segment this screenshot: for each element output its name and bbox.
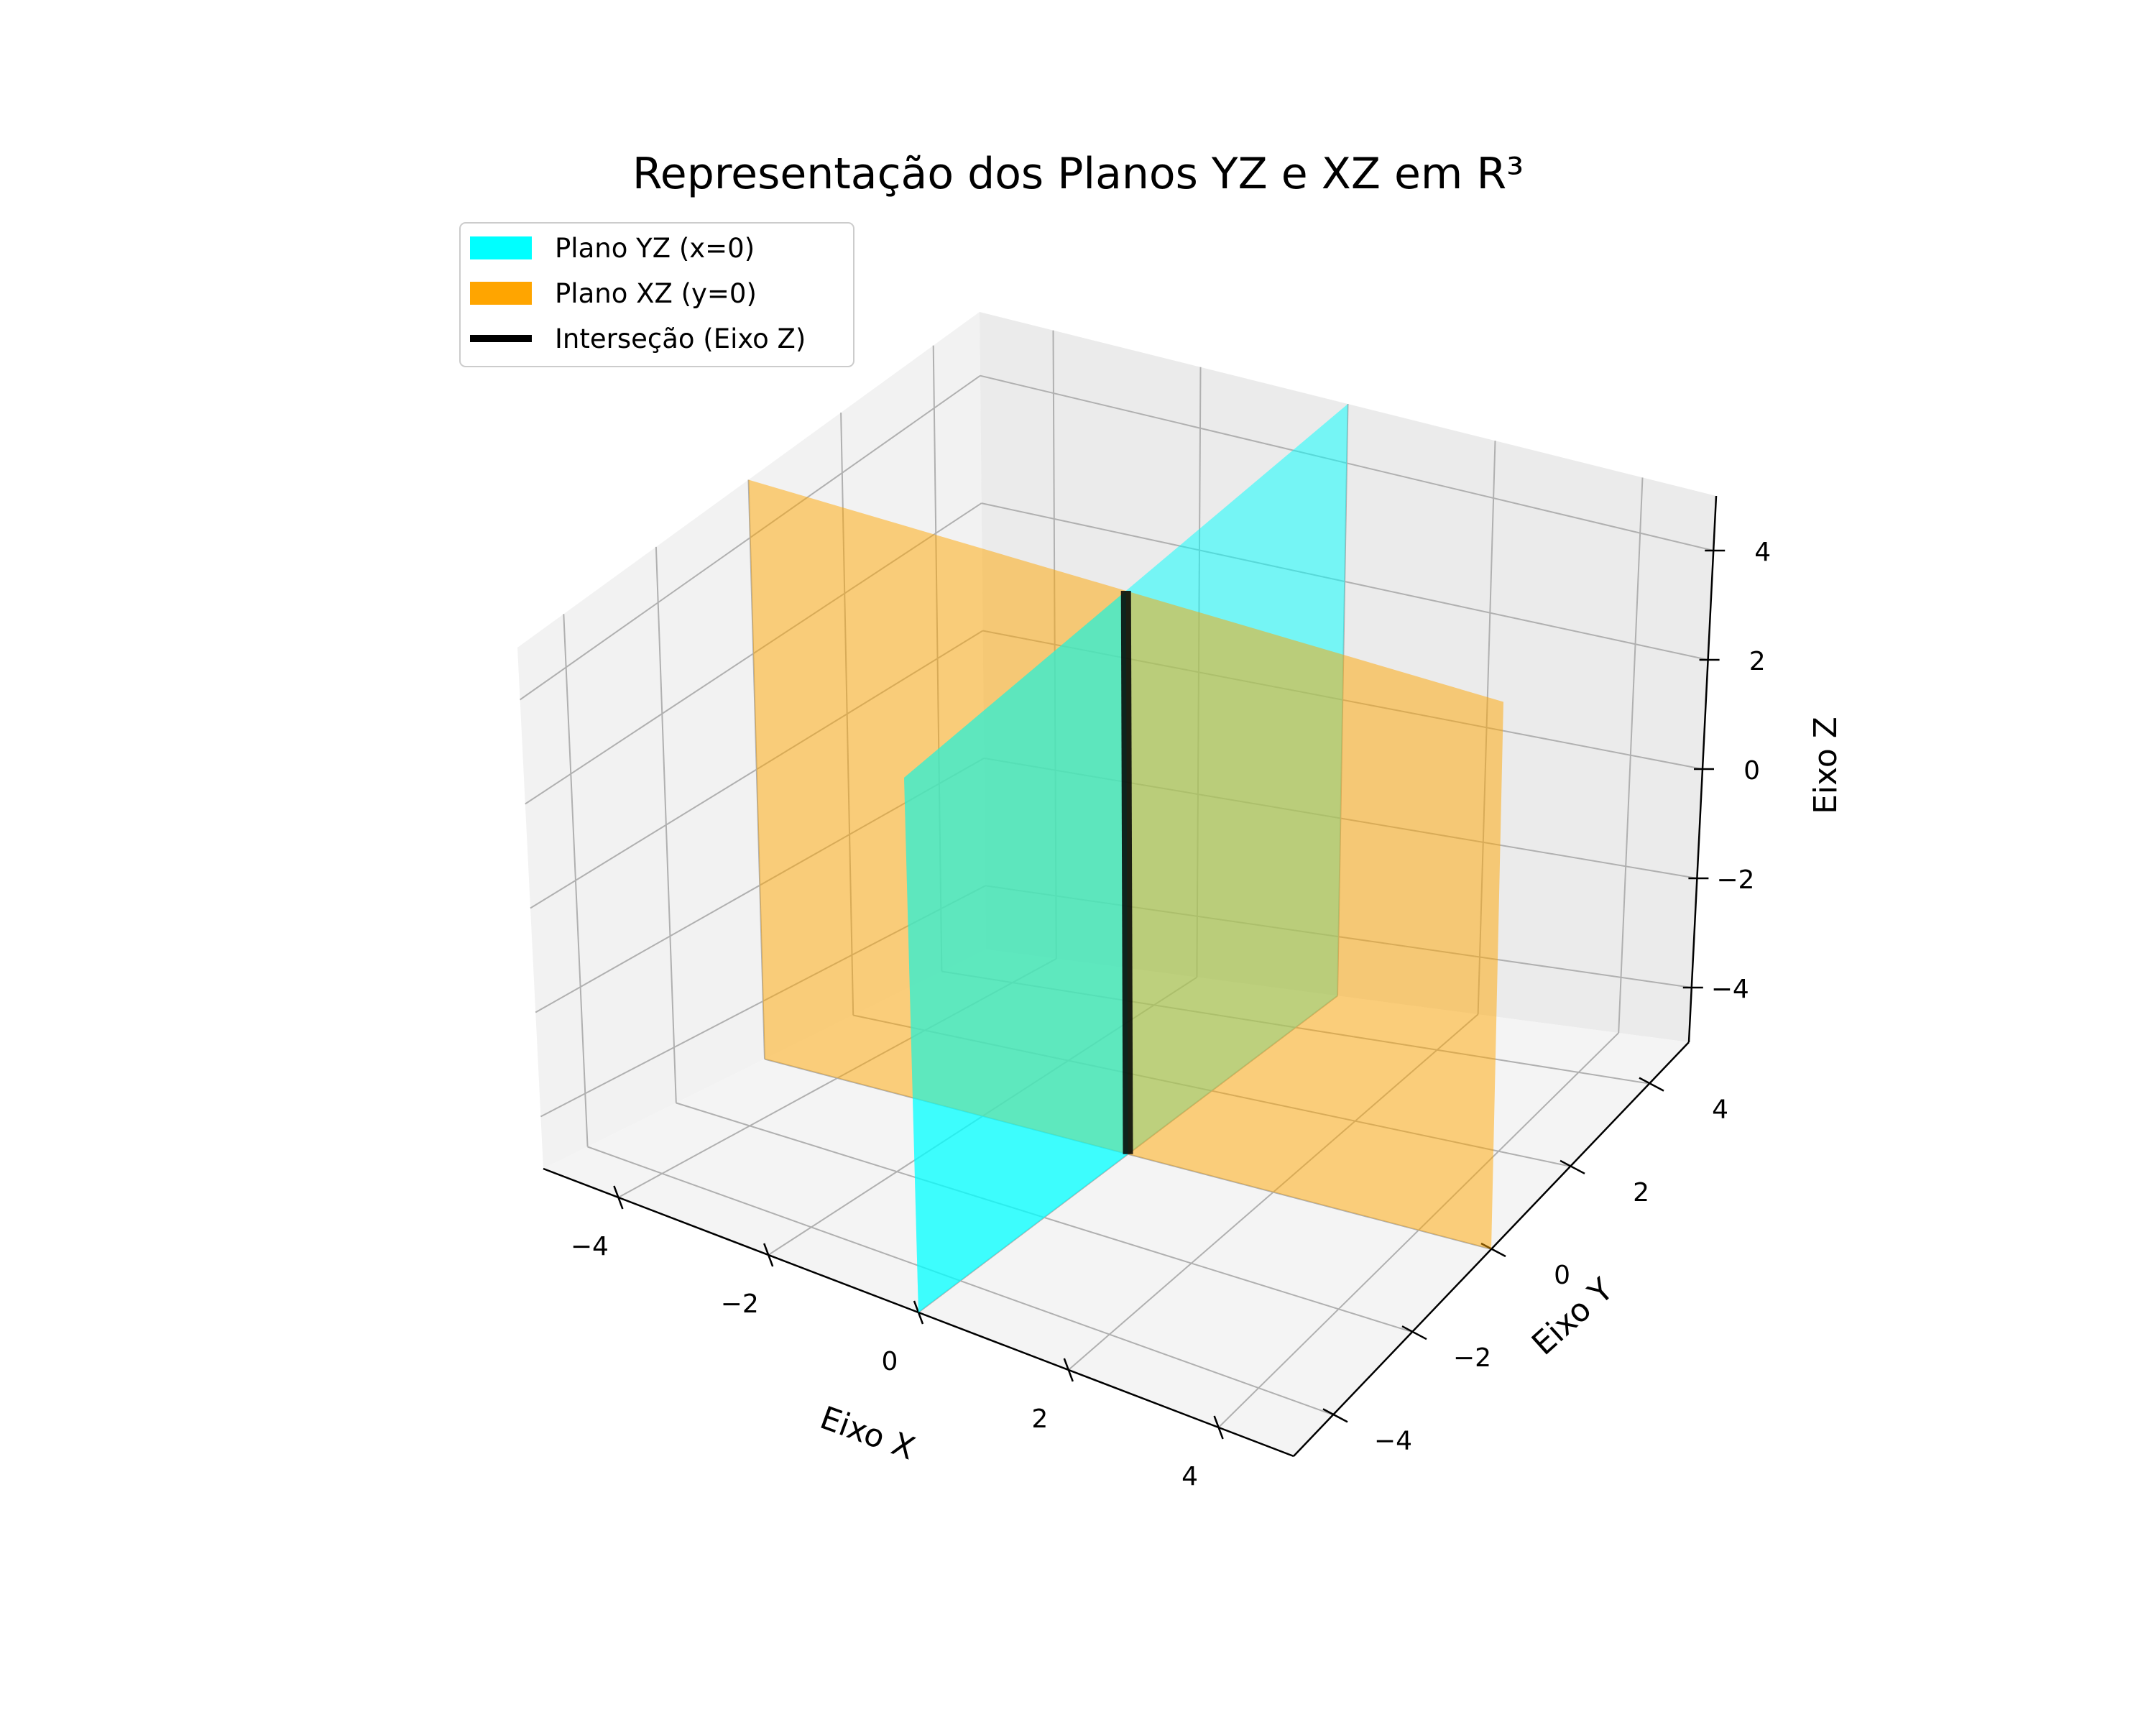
tick-mark bbox=[1401, 1325, 1427, 1340]
intersection-line bbox=[1120, 590, 1133, 1154]
chart-title: Representação dos Planos YZ e XZ em R³ bbox=[632, 149, 1524, 199]
x-tick-label: 4 bbox=[1181, 1462, 1198, 1491]
tick-mark bbox=[1063, 1358, 1074, 1382]
tick-mark bbox=[763, 1243, 774, 1267]
x-tick-label: 2 bbox=[1031, 1404, 1048, 1434]
z-tick-label: −4 bbox=[1711, 975, 1749, 1004]
legend-label: Interseção (Eixo Z) bbox=[555, 323, 806, 354]
legend-label: Plano YZ (x=0) bbox=[555, 233, 755, 264]
z-tick-label: 0 bbox=[1743, 756, 1760, 786]
data-layer bbox=[748, 404, 1503, 1312]
legend: Plano YZ (x=0) Plano XZ (y=0) Interseção (… bbox=[459, 222, 854, 367]
legend-swatch bbox=[470, 282, 532, 305]
y-tick-label: −4 bbox=[1374, 1426, 1412, 1455]
x-axis-label: Eixo X bbox=[815, 1399, 919, 1467]
x-tick-label: −4 bbox=[571, 1232, 609, 1261]
z-tick-label: 4 bbox=[1754, 538, 1771, 567]
z-grid-back bbox=[980, 374, 1714, 551]
legend-box bbox=[459, 222, 854, 367]
tick-mark bbox=[613, 1185, 624, 1210]
y-tick-label: 0 bbox=[1554, 1261, 1570, 1290]
plane-yz-front bbox=[904, 591, 1128, 1312]
z-grid-back bbox=[981, 502, 1708, 661]
y-axis-label: Eixo Y bbox=[1525, 1271, 1621, 1363]
z-tick-label: 2 bbox=[1749, 647, 1766, 676]
y-tick-label: 4 bbox=[1712, 1095, 1728, 1125]
z-axis-label: Eixo Z bbox=[1807, 717, 1844, 814]
tick-mark bbox=[1322, 1408, 1348, 1423]
y-tick-label: −2 bbox=[1453, 1343, 1491, 1373]
tick-mark bbox=[1639, 1077, 1664, 1092]
tick-mark bbox=[1560, 1159, 1585, 1174]
legend-swatch bbox=[470, 236, 532, 259]
tick-labels: −4 −2 0 2 4 −4 −2 0 2 4 −4 −2 0 2 4 bbox=[571, 538, 1771, 1491]
x-tick-label: −2 bbox=[721, 1289, 759, 1319]
y-tick-label: 2 bbox=[1633, 1178, 1649, 1208]
z-tick-label: −2 bbox=[1716, 865, 1754, 895]
legend-label: Plano XZ (y=0) bbox=[555, 278, 757, 309]
x-tick-label: 0 bbox=[882, 1347, 898, 1376]
tick-mark bbox=[1213, 1415, 1224, 1440]
